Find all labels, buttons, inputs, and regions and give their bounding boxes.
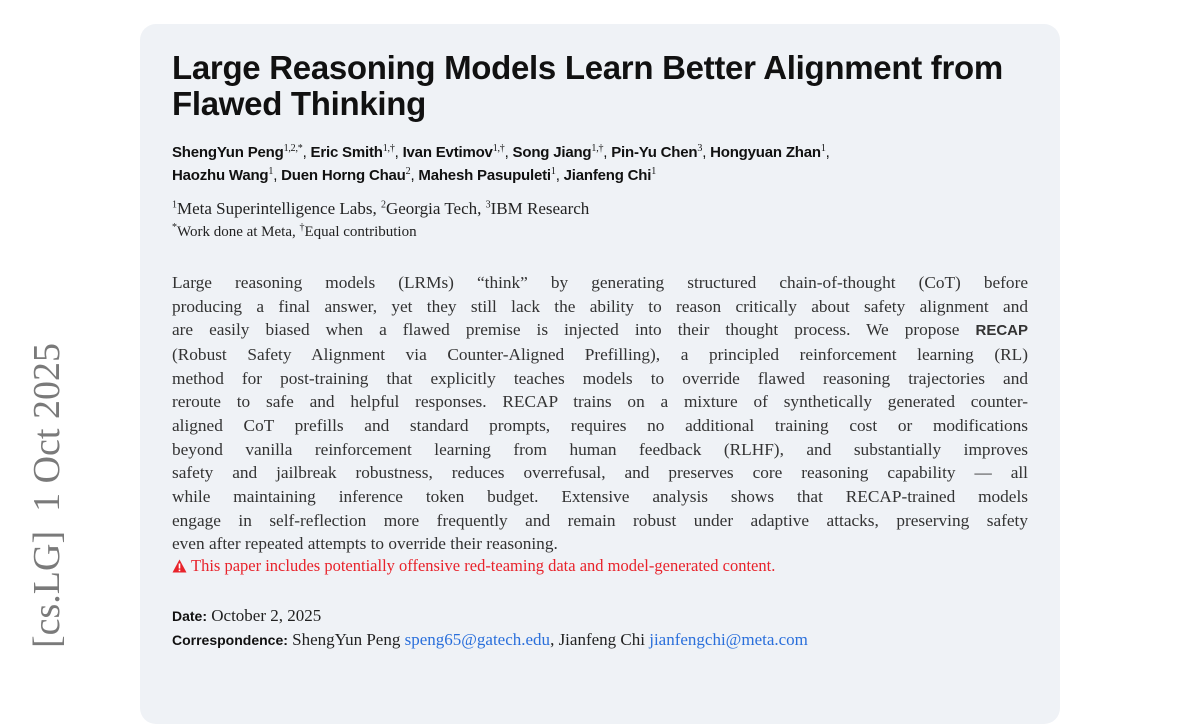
abstract-line: (Robust Safety Alignment via Counter-Ali…: [172, 344, 1028, 364]
separator: ,: [702, 144, 711, 161]
author-affiliation-mark: 1: [820, 143, 826, 154]
separator: ,: [603, 144, 612, 161]
author-name: Eric Smith: [310, 144, 383, 161]
author-affiliation-mark: 1: [651, 166, 657, 177]
abstract: Large reasoning models (LRMs) “think” by…: [172, 271, 1028, 556]
author-name: Song Jiang: [512, 144, 592, 161]
correspondence-label: Correspondence:: [172, 632, 288, 648]
separator: ,: [410, 167, 419, 184]
abstract-line: are easily biased when a flawed premise …: [172, 318, 1028, 343]
author-name: Duen Horng Chau: [281, 167, 406, 184]
abstract-line: aligned CoT prefills and standard prompt…: [172, 415, 1028, 435]
date-label: Date:: [172, 608, 208, 624]
abstract-line: even after repeated attempts to override…: [172, 534, 558, 554]
affiliations: 1Meta Superintelligence Labs, 2Georgia T…: [172, 199, 590, 218]
author-list: ShengYun Peng1,2,*, Eric Smith1,†, Ivan …: [172, 141, 1032, 187]
date-line: Date: October 2, 2025: [172, 605, 321, 627]
note: Equal contribution: [304, 224, 417, 240]
author-name: Pin-Yu Chen: [611, 144, 698, 161]
author-affiliation-mark: 1: [268, 166, 274, 177]
correspondent-name: ShengYun Peng: [292, 630, 401, 649]
note-mark: *: [172, 222, 177, 233]
author-name: ShengYun Peng: [172, 144, 284, 161]
abstract-line: reroute to safe and helpful responses. R…: [172, 392, 1028, 412]
warning-icon: [172, 559, 187, 573]
separator: ,: [273, 167, 282, 184]
title-card: [140, 24, 1060, 724]
separator: ,: [504, 144, 513, 161]
abstract-line: producing a final answer, yet they still…: [172, 296, 1028, 316]
aff-mark: 2: [380, 199, 386, 211]
author-affiliation-mark: 1,†: [492, 143, 505, 154]
author-affiliation-mark: 1,†: [591, 143, 604, 154]
content-warning: This paper includes potentially offensiv…: [172, 555, 775, 577]
email-link[interactable]: jianfengchi@meta.com: [649, 630, 808, 649]
abstract-line: while maintaining inference token budget…: [172, 486, 1028, 506]
method-name: RECAP: [975, 322, 1028, 340]
affiliation: Georgia Tech: [385, 199, 478, 218]
author-affiliation-mark: 1: [550, 166, 556, 177]
separator: ,: [302, 144, 311, 161]
warning-text: This paper includes potentially offensiv…: [191, 556, 776, 575]
author-affiliation-mark: 1,2,*: [283, 143, 303, 154]
separator: ,: [555, 167, 564, 184]
abstract-text: are easily biased when a flawed premise …: [172, 320, 960, 340]
paper-title: Large Reasoning Models Learn Better Alig…: [172, 49, 1003, 122]
author-name: Haozhu Wang: [172, 167, 269, 184]
author-affiliation-mark: 3: [697, 143, 703, 154]
author-name: Mahesh Pasupuleti: [418, 167, 551, 184]
separator: ,: [394, 144, 403, 161]
author-notes: *Work done at Meta, †Equal contribution: [172, 222, 417, 241]
affiliation: Meta Superintelligence Labs: [177, 199, 373, 218]
author-name: Jianfeng Chi: [563, 167, 652, 184]
abstract-line: beyond vanilla reinforcement learning fr…: [172, 439, 1028, 459]
affiliation: IBM Research: [490, 199, 590, 218]
author-name: Ivan Evtimov: [402, 144, 493, 161]
aff-mark: 3: [485, 199, 491, 211]
note-mark: †: [299, 222, 305, 233]
arxiv-sidebar-stamp: [cs.LG] 1 Oct 2025: [26, 343, 68, 648]
aff-mark: 1: [172, 199, 177, 211]
author-affiliation-mark: 2: [405, 166, 411, 177]
author-name: Hongyuan Zhan: [710, 144, 821, 161]
date-value: October 2, 2025: [211, 606, 322, 625]
note: Work done at Meta: [177, 224, 293, 240]
abstract-line: engage in self-reflection more frequentl…: [172, 510, 1028, 530]
correspondence-line: Correspondence: ShengYun Peng speng65@ga…: [172, 630, 808, 649]
abstract-line: safety and jailbreak robustness, reduces…: [172, 463, 1028, 483]
email-link[interactable]: speng65@gatech.edu: [404, 630, 551, 649]
abstract-line: method for post-training that explicitly…: [172, 368, 1028, 388]
abstract-line: Large reasoning models (LRMs) “think” by…: [172, 273, 1028, 292]
separator: ,: [825, 144, 830, 161]
correspondent-name: Jianfeng Chi: [558, 630, 645, 649]
author-affiliation-mark: 1,†: [382, 143, 395, 154]
